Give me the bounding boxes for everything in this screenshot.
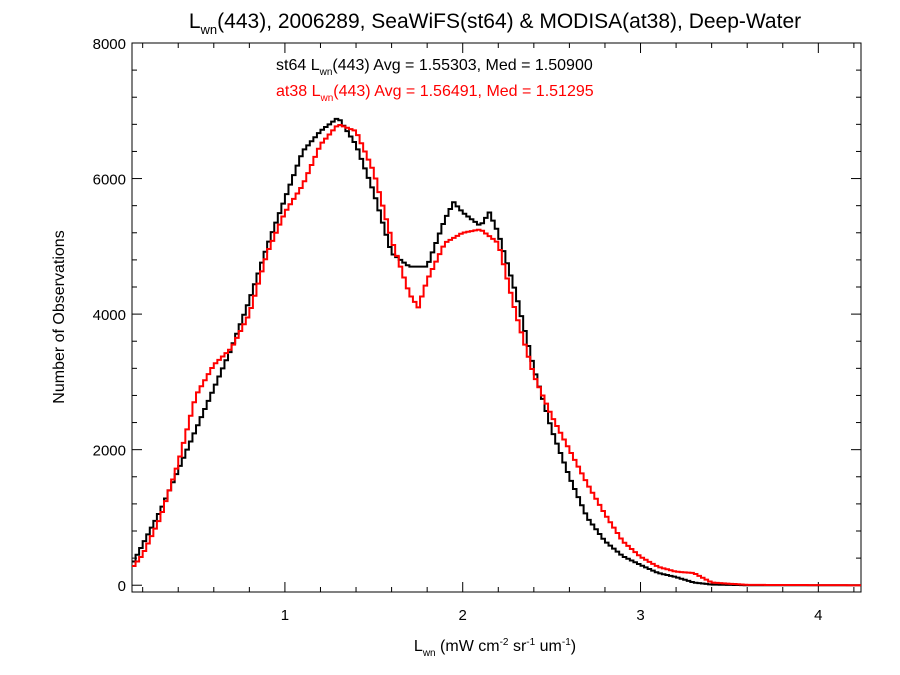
x-axis: 1 2 3 4 xyxy=(142,43,855,624)
y-tick-label: 8000 xyxy=(93,36,126,53)
series-line-st64 xyxy=(132,117,861,587)
y-tick-label: 4000 xyxy=(93,307,126,324)
x-axis-label: Lwn (mW cm-2 sr-1 um-1) xyxy=(414,637,576,659)
annotation-st64: st64 Lwn(443) Avg = 1.55303, Med = 1.509… xyxy=(276,57,593,78)
chart-title-pre: L xyxy=(189,10,201,33)
y-axis-label: Number of Observations xyxy=(51,230,68,403)
chart-title-sub: wn xyxy=(200,22,218,37)
x-tick-label: 1 xyxy=(281,607,289,624)
y-axis: 0 2000 4000 6000 8000 xyxy=(93,36,861,595)
chart-title-post: (443), 2006289, SeaWiFS(st64) & MODISA(a… xyxy=(217,10,801,33)
series-line-at38 xyxy=(132,124,861,587)
y-tick-label: 2000 xyxy=(93,443,126,460)
x-tick-label: 4 xyxy=(814,607,822,624)
series-layer xyxy=(132,117,861,587)
annotation-at38: at38 Lwn(443) Avg = 1.56491, Med = 1.512… xyxy=(276,83,594,104)
y-tick-label: 6000 xyxy=(93,172,126,189)
chart-title: Lwn(443), 2006289, SeaWiFS(st64) & MODIS… xyxy=(189,10,801,37)
x-tick-label: 3 xyxy=(636,607,644,624)
x-tick-label: 2 xyxy=(459,607,467,624)
y-tick-label: 0 xyxy=(118,578,126,595)
plot-frame xyxy=(131,42,862,593)
